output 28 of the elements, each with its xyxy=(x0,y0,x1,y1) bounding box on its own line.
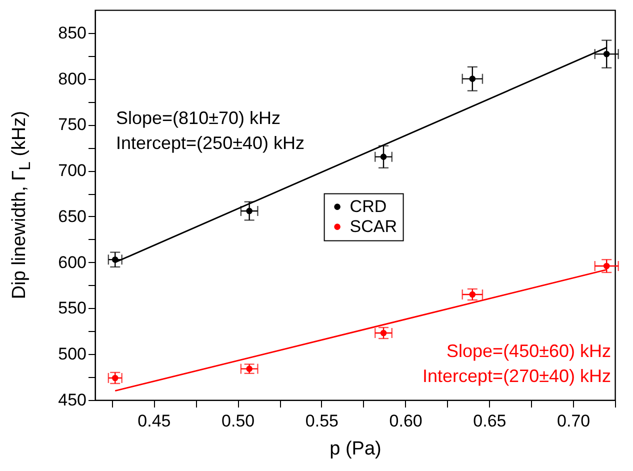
x-tick-label: 0.60 xyxy=(389,412,422,430)
point xyxy=(246,208,252,214)
y-tick-label: 800 xyxy=(58,69,86,88)
y-tick-label: 550 xyxy=(58,298,86,318)
x-tick-label: 0.65 xyxy=(473,412,506,430)
annotation: Slope=(810±70) kHz Intercept=(250±40) kHz xyxy=(116,108,304,153)
x-tick-label: 0.55 xyxy=(305,412,338,430)
point xyxy=(469,76,476,82)
point xyxy=(380,330,387,336)
y-tick-label: 600 xyxy=(58,252,86,272)
y-tick-label: 700 xyxy=(58,161,86,180)
y-tick-label: 650 xyxy=(58,206,86,226)
x-tick-label: 0.45 xyxy=(138,412,171,430)
point xyxy=(469,291,476,298)
y-tick-label: 750 xyxy=(58,115,86,134)
x-tick-label: 0.70 xyxy=(557,412,590,430)
y-tick-label: 850 xyxy=(58,23,86,42)
annotation: Slope=(450±60) kHz Intercept=(270±40) kHz xyxy=(422,341,611,386)
point xyxy=(603,50,610,58)
x-axis-title: p (Pa) xyxy=(330,438,382,460)
point xyxy=(603,262,610,270)
point xyxy=(112,374,118,382)
x-tick-label: 0.50 xyxy=(222,412,255,430)
point xyxy=(380,154,387,160)
legend-label: CRD xyxy=(350,196,387,216)
legend-label: SCAR xyxy=(350,216,398,236)
y-tick-label: 450 xyxy=(58,390,86,410)
y-tick-label: 500 xyxy=(58,344,86,364)
